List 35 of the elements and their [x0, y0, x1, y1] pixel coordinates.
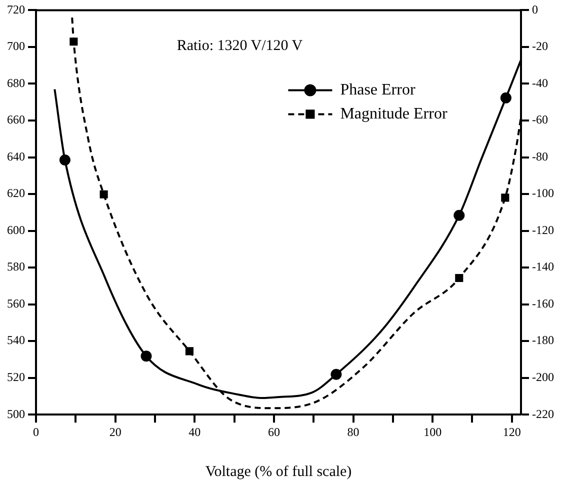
- x-tick-label: 20: [109, 424, 122, 439]
- y2-tick-label: -20: [532, 39, 548, 54]
- y-tick-label: 660: [7, 112, 25, 127]
- x-axis-title: Voltage (% of full scale): [205, 464, 352, 480]
- y2-tick-label: 0: [532, 2, 538, 16]
- y2-tick-label: -140: [532, 260, 554, 274]
- y2-tick-label: -220: [532, 406, 554, 421]
- y-tick-label: 580: [7, 260, 25, 274]
- y-tick-label: 720: [7, 2, 25, 16]
- x-tick-label: 120: [502, 424, 521, 439]
- y-tick-label: 520: [7, 370, 25, 384]
- y-tick-label: 640: [7, 149, 25, 164]
- y-tick-label: 680: [7, 76, 25, 90]
- legend-label: Phase Error: [340, 81, 416, 98]
- x-tick-label: 80: [347, 424, 360, 439]
- annotation: Ratio: 1320 V/120 V: [176, 38, 303, 54]
- x-tick-label: 60: [268, 424, 280, 439]
- y-tick-label: 560: [7, 296, 25, 310]
- y-tick-label: 700: [7, 39, 25, 54]
- y2-tick-label: -60: [532, 112, 548, 127]
- y-tick-label: 540: [7, 333, 25, 348]
- y2-tick-label: -80: [532, 149, 548, 164]
- y2-tick-label: -200: [532, 370, 554, 384]
- x-tick-label: 0: [33, 424, 39, 439]
- y2-tick-label: -180: [532, 333, 554, 348]
- y-tick-label: 600: [7, 222, 25, 237]
- y2-tick-label: -160: [532, 296, 554, 310]
- legend-label: Magnitude Error: [340, 105, 448, 122]
- y-tick-label: 620: [7, 186, 25, 200]
- x-tick-label: 40: [188, 424, 201, 439]
- y2-tick-label: -120: [532, 222, 554, 237]
- y-tick-label: 500: [7, 406, 25, 421]
- y2-tick-label: -100: [532, 186, 554, 200]
- x-tick-label: 100: [424, 424, 442, 439]
- y2-tick-label: -40: [532, 76, 548, 90]
